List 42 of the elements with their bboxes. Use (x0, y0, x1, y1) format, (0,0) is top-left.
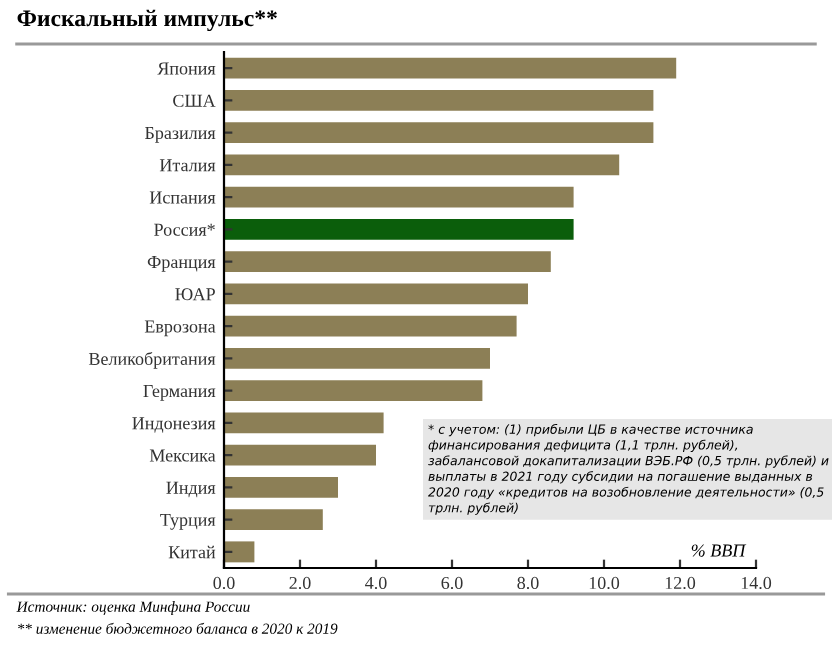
y-tick-label: Италия (159, 159, 216, 172)
bar (224, 283, 528, 305)
bar (224, 380, 483, 402)
x-tick-label: 6.0 (441, 576, 463, 590)
x-tick-label: 8.0 (517, 576, 539, 590)
y-tick-label: Германия (143, 385, 216, 401)
bar (224, 315, 517, 337)
annotation: % ВВП (691, 544, 747, 557)
chart-title: Фискальный импульс** (17, 9, 277, 32)
y-tick-label: США (173, 94, 216, 107)
bar (224, 347, 490, 369)
bar (224, 122, 654, 144)
bar (224, 186, 574, 208)
x-tick-label: 2.0 (289, 576, 311, 590)
bar (224, 509, 323, 531)
y-tick-label: Еврозона (144, 320, 216, 337)
y-tick-label: Индонезия (132, 417, 216, 433)
bar (224, 218, 574, 240)
bar (224, 154, 620, 176)
y-tick-label: Франция (147, 256, 216, 272)
bar (224, 251, 551, 273)
bar (224, 476, 338, 498)
y-tick-label: Китай (168, 545, 216, 559)
y-tick-label: Япония (157, 62, 216, 75)
x-tick-label: 0.0 (213, 576, 235, 590)
bar (224, 412, 384, 434)
x-tick-label: 14.0 (741, 576, 772, 590)
y-tick-label: Индия (166, 481, 216, 498)
x-tick-label: 12.0 (665, 576, 696, 590)
y-tick-label: Великобритания (88, 351, 216, 369)
y-tick-label: Мексика (149, 449, 216, 462)
bar (224, 89, 654, 111)
y-tick-label: Бразилия (145, 127, 216, 143)
bar (224, 444, 376, 466)
y-tick-label: Россия* (154, 223, 215, 236)
y-tick-label: Испания (149, 191, 216, 204)
bar (224, 541, 255, 563)
y-tick-label: Турция (160, 514, 216, 530)
x-tick-label: 10.0 (589, 576, 620, 590)
bar (224, 57, 677, 79)
x-tick-label: 4.0 (365, 576, 387, 590)
y-tick-label: ЮАР (175, 288, 215, 301)
